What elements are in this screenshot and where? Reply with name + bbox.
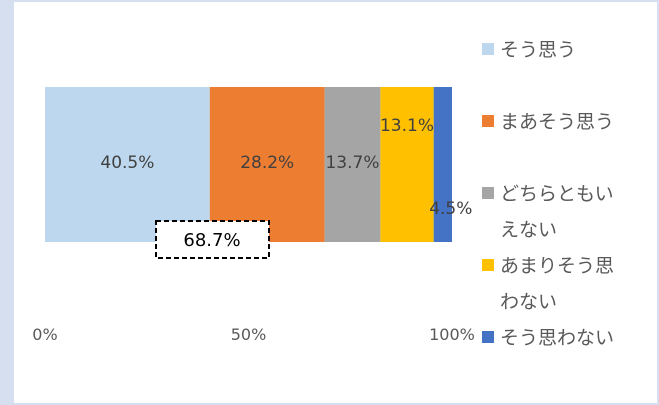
x-tick-label: 50% — [231, 325, 267, 344]
legend-label-1: そう思う — [500, 39, 576, 61]
legend-swatch-2 — [482, 115, 494, 127]
annotation-box — [155, 220, 270, 259]
annotation-group: 68.7% — [155, 220, 270, 259]
legend-label-5: そう思わない — [500, 327, 614, 349]
bar-segment-1 — [45, 87, 210, 242]
legend-label-3: えない — [500, 219, 557, 241]
legend-swatch-1 — [482, 43, 494, 55]
bar-segment-5 — [433, 87, 452, 242]
data-label-4: 13.1% — [380, 116, 434, 136]
x-tick-label: 100% — [429, 325, 475, 344]
legend-label-4: あまりそう思 — [500, 255, 614, 277]
bar-label-group: 40.5% 28.2% 13.7%13.1% 4.5% — [100, 116, 472, 219]
legend-label-3: どちらともい — [500, 183, 614, 205]
legend-swatch-5 — [482, 331, 494, 343]
data-label-5: 4.5% — [429, 199, 472, 219]
legend-swatch-3 — [482, 187, 494, 199]
x-tick-label: 0% — [32, 325, 57, 344]
bar-segment-4 — [380, 87, 434, 242]
data-label-2: 28.2% — [240, 153, 294, 173]
bar-group — [45, 87, 452, 242]
bar-segment-2 — [209, 87, 325, 242]
legend-label-2: まあそう思う — [500, 111, 614, 133]
annotation-label: 68.7% — [183, 230, 240, 251]
data-label-3: 13.7% — [325, 153, 379, 173]
x-axis-ticks: 0% 50% 100% — [32, 325, 475, 344]
data-label-1: 40.5% — [100, 153, 154, 173]
bar-segment-3 — [324, 87, 381, 242]
legend-swatch-4 — [482, 259, 494, 271]
legend-label-4: わない — [500, 291, 557, 313]
